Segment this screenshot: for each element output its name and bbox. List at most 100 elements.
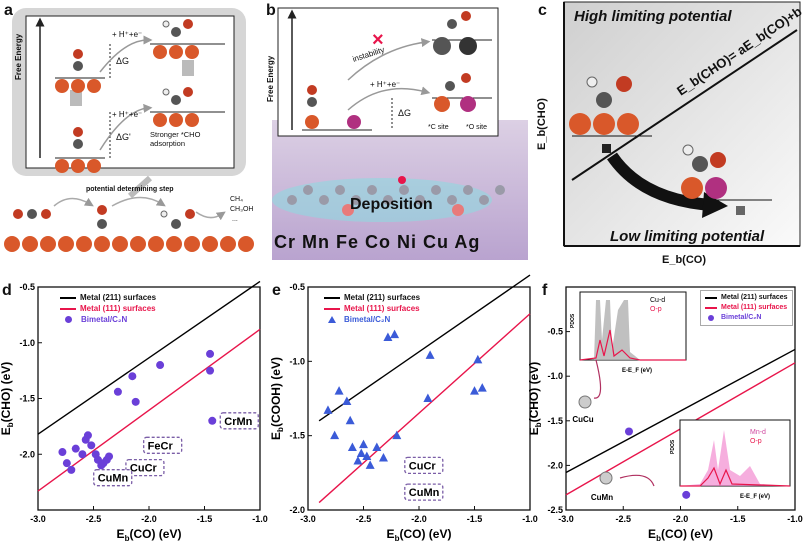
- elements-label: Cr Mn Fe Co Ni Cu Ag: [274, 232, 481, 252]
- low-limiting-label: Low limiting potential: [610, 228, 765, 245]
- x-tick-label: -1.5: [467, 514, 483, 524]
- data-point: [470, 386, 479, 395]
- data-point: [362, 451, 372, 460]
- high-limiting-label: High limiting potential: [574, 8, 732, 25]
- x-tick-label: -3.0: [300, 514, 316, 524]
- callout-box: [93, 469, 133, 487]
- c2n-substrate: [287, 176, 505, 216]
- pds-label: potential determining step: [86, 186, 174, 193]
- y-tick-label: -1.0: [547, 371, 563, 381]
- data-point: [113, 387, 122, 396]
- x-tick-label: -2.5: [356, 514, 372, 524]
- data-point: [390, 329, 400, 339]
- data-point: [624, 427, 633, 436]
- inset-ylabel: PDOS: [670, 439, 676, 454]
- y-tick-label: -2.0: [19, 449, 35, 459]
- data-point: [67, 465, 76, 474]
- energy-frame: [277, 7, 499, 137]
- legend-f: Metal (211) surfaces Metal (111) surface…: [700, 290, 793, 326]
- product-ch3oh: CH₃OH: [230, 206, 254, 213]
- data-point: [423, 393, 433, 402]
- data-point: [71, 444, 80, 453]
- panel-label: a: [4, 2, 13, 19]
- data-point: [62, 459, 71, 468]
- x-tick-label: -2.0: [673, 514, 689, 524]
- y-tick-label: -1.5: [19, 394, 35, 404]
- data-point: [347, 442, 357, 452]
- step-label: + H⁺+e⁻: [370, 80, 401, 89]
- delta-g-label: ΔG: [398, 108, 412, 118]
- co-molecules: [73, 19, 193, 149]
- y-tick-label: -2.0: [547, 460, 563, 470]
- inset-ylabel: PDOS: [570, 313, 576, 328]
- pdos-o-p: [579, 329, 686, 361]
- y-tick-label: -1.0: [19, 338, 35, 348]
- legend-metal111: Metal (111) surfaces: [344, 304, 420, 313]
- callout-label: CuCr: [409, 460, 437, 472]
- legend-metal211: Metal (211) surfaces: [344, 293, 421, 302]
- svg-text:×: ×: [372, 29, 384, 51]
- inset-xlabel: E-E_F (eV): [740, 494, 770, 500]
- y-axis-label-d: Eb(CHO) (eV): [0, 362, 15, 436]
- data-point: [323, 405, 333, 414]
- x-tick-label: -3.0: [30, 514, 46, 524]
- legend-metal111: Metal (111) surfaces: [80, 304, 156, 313]
- data-point: [208, 416, 217, 425]
- structure-label-cucu: CuCu: [572, 415, 593, 424]
- data-point: [87, 441, 96, 450]
- data-point: [365, 460, 375, 469]
- data-point: [359, 439, 368, 449]
- y-axis-label-e: Eb(COOH) (eV): [269, 357, 285, 440]
- y-tick-label: -1.0: [289, 356, 305, 366]
- inset-legend-o-p: O-p: [650, 306, 662, 313]
- data-point: [131, 397, 140, 406]
- data-point: [330, 430, 340, 440]
- step-label-2: + H⁺+e⁻: [112, 110, 143, 119]
- cucu-structure: [578, 395, 592, 409]
- x-tick-label: -1.0: [252, 514, 268, 524]
- stronger-adsorption-label: Stronger *CHO adsorption: [150, 130, 201, 148]
- y-tick-label: -2.0: [289, 505, 305, 515]
- y-tick-label: -0.5: [289, 282, 305, 292]
- delta-g-label: ΔG: [116, 56, 130, 66]
- panel-b-schematic: ×: [272, 7, 528, 260]
- data-point: [392, 430, 402, 440]
- callout-label: FeCr: [148, 440, 174, 452]
- scaling-line: [571, 29, 798, 181]
- y-tick-label: -2.5: [547, 505, 563, 515]
- callout-label: CuMn: [409, 487, 440, 499]
- data-point: [105, 452, 114, 461]
- data-point: [334, 386, 344, 395]
- o-site-label: *O site: [466, 124, 488, 131]
- legend-bimetal: Bimetal/C₂N: [81, 315, 128, 324]
- x-axis-label-f: Eb(CO) (eV): [648, 527, 713, 543]
- metal-211-line: [37, 280, 261, 435]
- x-axis-label-d: Eb(CO) (eV): [117, 527, 182, 543]
- data-point: [425, 350, 435, 359]
- legend-bimetal: Bimetal/C₂N: [344, 315, 391, 324]
- legend-e: Metal (211) surfaces Metal (111) surface…: [320, 290, 424, 327]
- x-tick-label: -2.5: [615, 514, 631, 524]
- panel-a-schematic: [4, 8, 254, 252]
- downshift-arrow: [607, 152, 713, 211]
- x-tick-label: -2.5: [86, 514, 102, 524]
- panel-label-f: f: [542, 282, 548, 299]
- c-site-label: *C site: [428, 124, 449, 131]
- callout-label: CuMn: [98, 473, 129, 485]
- metal-111-line: [318, 313, 531, 504]
- y-tick-label: -0.5: [19, 282, 35, 292]
- m1-m2-site: [681, 144, 772, 201]
- legend-metal111: Metal (111) surfaces: [721, 304, 788, 311]
- data-point: [58, 448, 67, 457]
- inset-connector: [593, 359, 602, 399]
- data-point: [83, 431, 92, 440]
- callout-box: [404, 483, 444, 501]
- data-point: [206, 366, 215, 375]
- deposition-label: Deposition: [350, 196, 433, 213]
- m1-m1-site: [569, 76, 652, 137]
- metal-111-line: [37, 328, 261, 492]
- y-tick-label: -0.5: [547, 327, 563, 337]
- panel-c: c High limiting potential Low limiting p…: [532, 0, 803, 268]
- data-point: [128, 372, 137, 381]
